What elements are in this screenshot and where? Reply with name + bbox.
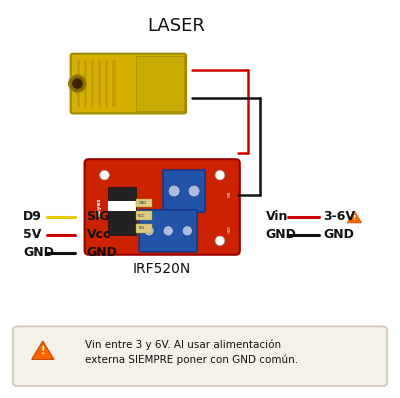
Circle shape (188, 185, 200, 197)
Bar (136, 211, 152, 220)
Text: NIN: NIN (228, 191, 232, 197)
Text: 3-6V: 3-6V (323, 211, 355, 223)
Bar (84, 60, 87, 107)
Text: GND: GND (138, 201, 146, 205)
Bar (112, 60, 116, 107)
Text: Vcc: Vcc (86, 228, 111, 241)
FancyBboxPatch shape (139, 210, 197, 252)
Bar (136, 224, 152, 233)
Text: GND: GND (86, 246, 118, 259)
Bar (105, 60, 108, 107)
Circle shape (168, 185, 180, 197)
Text: GND: GND (266, 228, 296, 241)
Text: SIG: SIG (138, 226, 144, 230)
Polygon shape (32, 341, 54, 359)
Bar (108, 201, 136, 211)
Bar (108, 187, 136, 235)
Text: !: ! (40, 346, 45, 357)
Text: 5V: 5V (23, 228, 41, 241)
Text: 140C07: 140C07 (200, 259, 216, 263)
Text: D9: D9 (23, 211, 42, 223)
Text: GND: GND (23, 246, 54, 259)
Text: !: ! (353, 215, 356, 221)
Text: GND: GND (323, 228, 354, 241)
Polygon shape (347, 211, 362, 223)
Circle shape (144, 226, 154, 236)
Bar (98, 60, 101, 107)
Bar (136, 199, 152, 207)
FancyBboxPatch shape (71, 54, 186, 113)
FancyBboxPatch shape (84, 159, 240, 255)
Text: SIG: SIG (86, 211, 110, 223)
Text: Vin entre 3 y 6V. Al usar alimentación
externa SIEMPRE poner con GND común.: Vin entre 3 y 6V. Al usar alimentación e… (84, 339, 298, 365)
Text: LASER: LASER (147, 17, 205, 35)
Circle shape (182, 226, 192, 236)
Circle shape (100, 170, 109, 180)
Text: Vin: Vin (266, 211, 288, 223)
Text: Keyes: Keyes (96, 198, 101, 216)
Circle shape (163, 226, 173, 236)
Bar (136, 56, 184, 111)
Circle shape (215, 170, 225, 180)
Circle shape (69, 75, 86, 92)
FancyBboxPatch shape (163, 170, 205, 212)
Text: MOS Module: MOS Module (144, 259, 170, 263)
Text: IRF520N: IRF520N (133, 261, 191, 276)
Text: VCC: VCC (138, 214, 146, 218)
Bar (77, 60, 80, 107)
Bar (91, 60, 94, 107)
Text: GND: GND (228, 225, 232, 233)
Circle shape (215, 236, 225, 246)
Circle shape (73, 79, 82, 88)
FancyBboxPatch shape (13, 326, 387, 386)
